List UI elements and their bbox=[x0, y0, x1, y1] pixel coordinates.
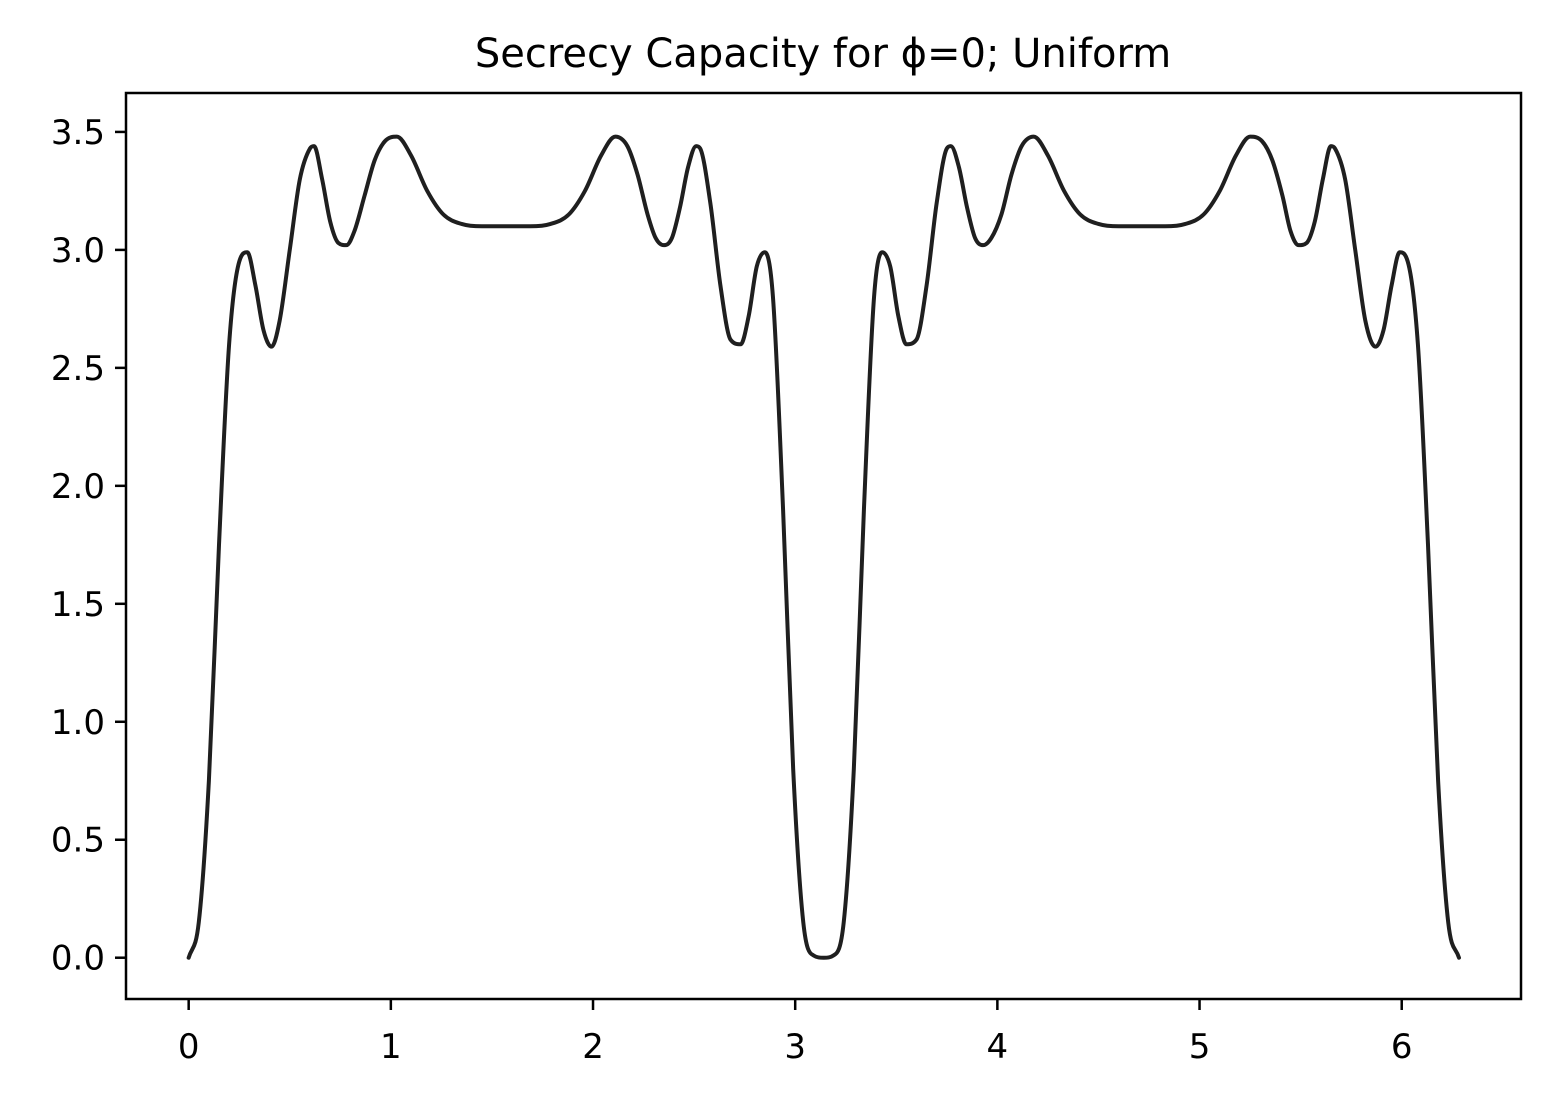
y-tick-label: 1.5 bbox=[51, 585, 105, 625]
x-axis: 0 1 2 3 4 5 6 bbox=[178, 999, 1413, 1067]
x-tick-label: 2 bbox=[582, 1027, 604, 1067]
chart-title: Secrecy Capacity for ϕ=0; Uniform bbox=[475, 31, 1171, 77]
y-tick-label: 3.5 bbox=[51, 113, 105, 153]
y-tick-label: 3.0 bbox=[51, 231, 105, 271]
axes-frame bbox=[124, 91, 1523, 1001]
plot-area bbox=[186, 134, 1461, 960]
x-tick-label: 4 bbox=[987, 1027, 1009, 1067]
x-tick-label: 1 bbox=[380, 1027, 402, 1067]
x-tick-label: 3 bbox=[784, 1027, 806, 1067]
y-tick-label: 0.0 bbox=[51, 939, 105, 979]
x-tick-label: 0 bbox=[178, 1027, 200, 1067]
y-tick-label: 2.0 bbox=[51, 467, 105, 507]
x-tick-label: 6 bbox=[1391, 1027, 1413, 1067]
y-tick-label: 0.5 bbox=[51, 821, 105, 861]
series-line bbox=[186, 134, 1461, 960]
y-tick-label: 2.5 bbox=[51, 349, 105, 389]
x-tick-label: 5 bbox=[1189, 1027, 1211, 1067]
y-tick-label: 1.0 bbox=[51, 703, 105, 743]
y-axis: 0.0 0.5 1.0 1.5 2.0 2.5 3.0 3.5 bbox=[51, 113, 126, 979]
